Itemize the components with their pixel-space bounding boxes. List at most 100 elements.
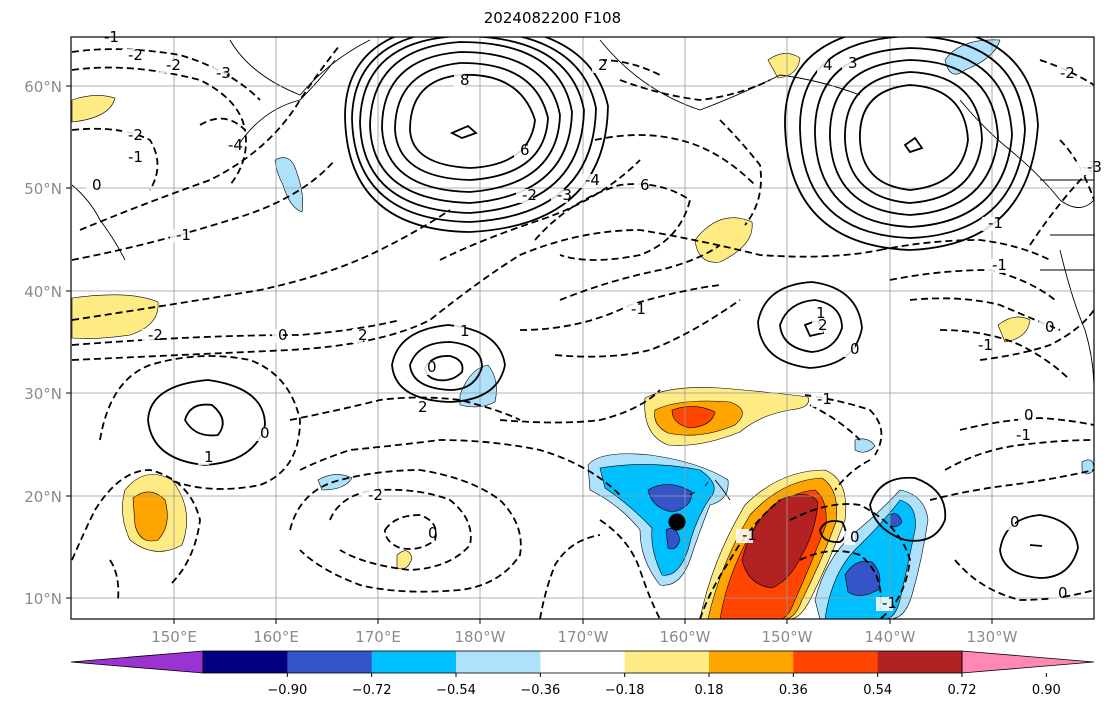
contour-label-bg — [551, 189, 568, 203]
contour-label-bg — [1004, 516, 1015, 530]
lon-tick-label: 150°W — [762, 628, 813, 646]
contour-label-bg — [844, 531, 855, 545]
shading-patch — [647, 484, 693, 513]
map-title: 2024082200 F108 — [483, 9, 622, 27]
colorbar-label: 0.36 — [779, 683, 808, 698]
contour-label: 6 — [520, 141, 530, 159]
contour-label: -2 — [368, 486, 383, 504]
contour-label-bg — [817, 59, 828, 73]
contour-label-bg — [514, 144, 525, 158]
contour-label: -2 — [1060, 64, 1075, 82]
contour-label: 0 — [92, 176, 102, 194]
contour-label: 0 — [1045, 318, 1055, 336]
contour-label-bg — [982, 217, 999, 231]
colorbar-label: −0.72 — [352, 683, 392, 698]
colorbar-segment — [371, 651, 457, 673]
contour-label-bg — [86, 179, 97, 193]
colorbar-segment — [793, 651, 879, 673]
contour-label: -1 — [631, 300, 646, 318]
contour-label-bg — [222, 139, 239, 153]
contour-label: 0 — [850, 528, 860, 546]
contour-label: 0 — [428, 524, 438, 542]
contour-label: 2 — [418, 398, 428, 416]
colorbar-label: 0.90 — [1032, 683, 1061, 698]
contour-label-bg — [142, 329, 159, 343]
contour-label: 0 — [260, 424, 270, 442]
contour-label-bg — [122, 151, 139, 165]
contour-label: -1 — [978, 336, 993, 354]
lat-tick-label: 50°N — [24, 180, 62, 198]
contour-label: -1 — [742, 526, 757, 544]
lon-tick-label: 170°E — [355, 628, 401, 646]
contour-label-bg — [1018, 409, 1029, 423]
colorbar-segment — [287, 651, 373, 673]
contour-label: -1 — [1016, 426, 1031, 444]
contour-label-bg — [98, 31, 115, 45]
shading-patch — [274, 157, 304, 213]
contour-label-bg — [198, 451, 209, 465]
lat-tick-label: 30°N — [24, 385, 62, 403]
latitude-ticks: 60°N 50°N 40°N 30°N 20°N 10°N — [24, 78, 71, 608]
colorbar-segment — [877, 651, 963, 673]
contour-label: -1 — [176, 226, 191, 244]
colorbar-label: 0.72 — [948, 683, 977, 698]
contour-label-bg — [122, 129, 139, 143]
contour-label: 1 — [816, 304, 826, 322]
contour-label: 0 — [1010, 513, 1020, 531]
colorbar-label: −0.90 — [267, 683, 307, 698]
colorbar-segment — [203, 651, 288, 673]
lon-tick-label: 140°W — [865, 628, 916, 646]
coastlines — [71, 39, 1094, 501]
lat-tick-label: 60°N — [24, 78, 62, 96]
colorbar-segment — [709, 651, 794, 673]
contour-label-bg — [592, 59, 603, 73]
shading-patch — [671, 406, 716, 429]
shading-patch — [71, 95, 116, 123]
contour-label: 0 — [427, 358, 437, 376]
shading-patch — [396, 550, 413, 570]
contour-label-bg — [362, 489, 379, 503]
contour-label-bg — [272, 329, 283, 343]
lon-tick-label: 130°W — [967, 628, 1018, 646]
contour-label: 1 — [204, 448, 214, 466]
contour-label-bg — [210, 67, 227, 81]
contour-label: 4 — [823, 56, 833, 74]
colorbar-segment — [540, 651, 626, 673]
colorbar-outline — [202, 650, 963, 674]
contour-label: -2 — [128, 126, 143, 144]
lon-tick-label: 160°E — [253, 628, 299, 646]
colorbar: −0.90 −0.72 −0.54 −0.36 −0.18 0.18 0.36 0.54 0.7… — [70, 650, 1095, 698]
colorbar-label: −0.54 — [436, 683, 476, 698]
contour-label-bg — [634, 179, 645, 193]
contour-label: -1 — [992, 256, 1007, 274]
contour-label-bg — [1054, 67, 1071, 81]
contour-label: 2 — [598, 56, 608, 74]
contour-label: -2 — [148, 326, 163, 344]
contour-label: -1 — [128, 148, 143, 166]
contour-label-bg — [812, 319, 823, 333]
contour-label: 0 — [850, 340, 860, 358]
contour-label: 8 — [460, 71, 470, 89]
colorbar-segment — [456, 651, 541, 673]
colorbar-label: −0.18 — [605, 683, 645, 698]
contour-label: -4 — [585, 171, 600, 189]
positive-contours — [147, 37, 1079, 579]
colorbar-segment — [624, 651, 710, 673]
colorbar-extend-low — [70, 650, 204, 674]
lon-tick-label: 160°W — [660, 628, 711, 646]
contour-label: -1 — [882, 594, 897, 612]
contour-label-bg — [876, 597, 893, 611]
longitude-ticks: 150°E 160°E 170°E 180°W 170°W 160°W 150°… — [151, 619, 1018, 646]
contour-label: 0 — [1024, 406, 1034, 424]
contour-label-bg — [454, 325, 465, 339]
lon-tick-label: 150°E — [151, 628, 197, 646]
contour-label: 0 — [278, 326, 288, 344]
map-area — [71, 37, 1094, 619]
shading-patch — [71, 294, 159, 339]
contour-label-bg — [1010, 429, 1027, 443]
shading-patch — [854, 438, 876, 453]
shading-patch — [844, 561, 881, 596]
lat-tick-label: 10°N — [24, 590, 62, 608]
contour-label-bg — [810, 307, 821, 321]
